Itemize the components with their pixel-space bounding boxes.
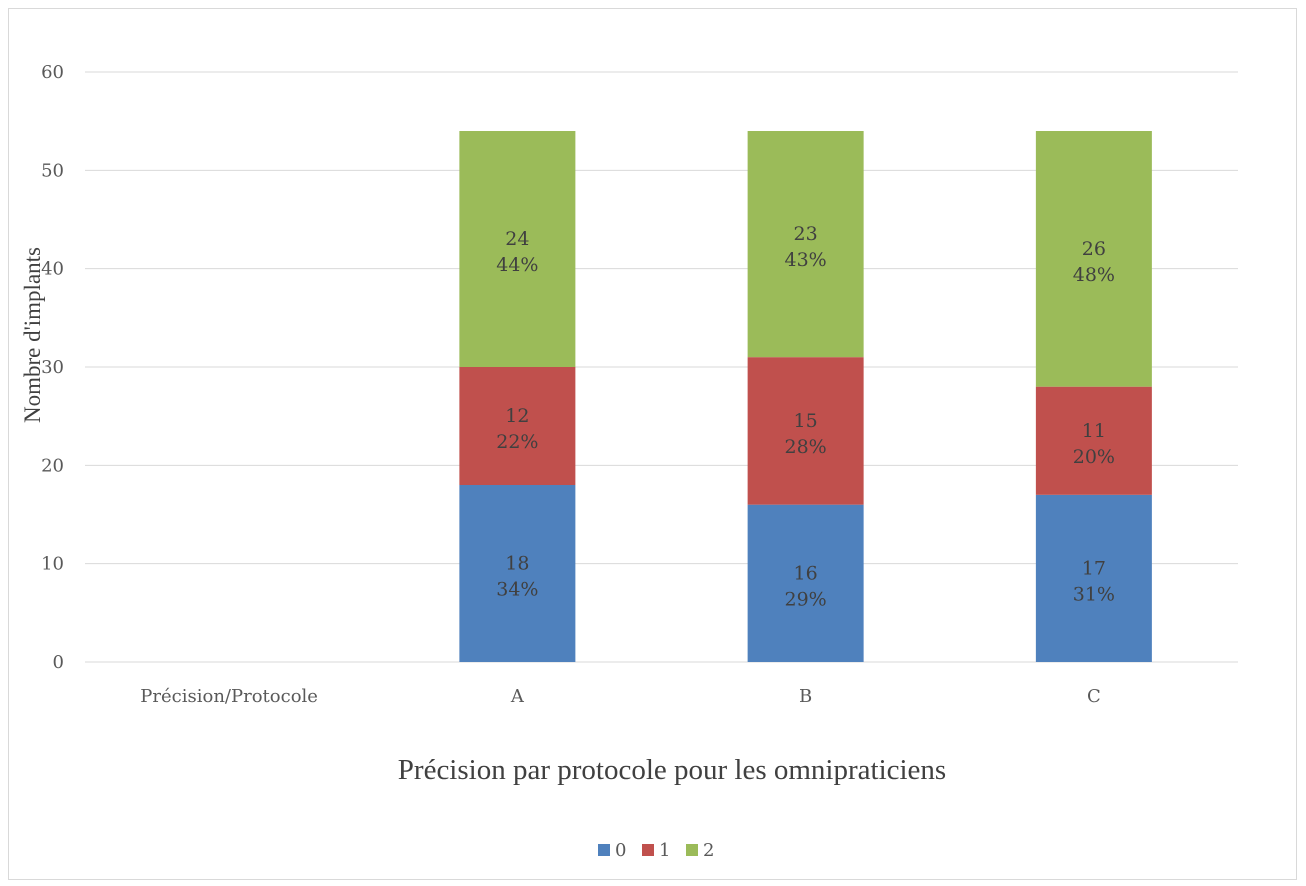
data-label-value: 11 xyxy=(1082,420,1106,442)
legend-swatch xyxy=(642,844,654,856)
data-label-percent: 29% xyxy=(785,588,827,610)
x-axis-title: Précision par protocole pour les omnipra… xyxy=(398,754,946,786)
x-tick-label: C xyxy=(1087,686,1101,707)
y-axis-title: Nombre d'implants xyxy=(20,247,45,423)
bar-segment xyxy=(1035,494,1152,662)
bars xyxy=(459,131,1152,662)
y-tick-label: 20 xyxy=(41,455,64,476)
data-label-percent: 22% xyxy=(496,431,538,453)
bar-segment xyxy=(747,504,864,662)
legend-label: 0 xyxy=(615,840,626,861)
bar-segment xyxy=(747,357,864,505)
x-tick-label: B xyxy=(799,686,812,707)
data-label-value: 23 xyxy=(794,223,818,245)
data-label-percent: 48% xyxy=(1073,264,1115,286)
data-label-value: 12 xyxy=(505,405,529,427)
data-label-percent: 34% xyxy=(496,579,538,601)
legend-label: 2 xyxy=(703,840,714,861)
data-label-percent: 20% xyxy=(1073,446,1115,468)
data-label-percent: 43% xyxy=(785,249,827,271)
bar-segment xyxy=(459,131,576,367)
bar-segment xyxy=(459,367,576,485)
data-label-percent: 44% xyxy=(496,254,538,276)
data-label-value: 15 xyxy=(794,410,818,432)
legend-swatch xyxy=(598,844,610,856)
y-tick-label: 60 xyxy=(41,62,64,83)
y-tick-label: 50 xyxy=(41,160,64,181)
data-label-value: 16 xyxy=(794,562,818,584)
x-axis-ticks: Précision/Protocole A B C xyxy=(140,686,1100,707)
x-tick-label: A xyxy=(510,686,525,707)
bar-segment xyxy=(1035,386,1152,495)
y-axis-ticks: 0 10 20 30 40 50 60 xyxy=(41,62,64,673)
bar-segment xyxy=(747,131,864,358)
bar-segment xyxy=(1035,131,1152,387)
data-label-percent: 31% xyxy=(1073,583,1115,605)
y-tick-label: 10 xyxy=(41,554,64,575)
y-tick-label: 0 xyxy=(53,652,64,673)
data-labels: 18 34% 12 22% 24 44% 16 29% 15 28% 23 43% 17 31% 11 20%… xyxy=(496,223,1115,610)
data-label-value: 26 xyxy=(1082,238,1106,260)
x-tick-label: Précision/Protocole xyxy=(140,686,318,707)
bar-segment xyxy=(459,485,576,662)
data-label-value: 17 xyxy=(1082,557,1106,579)
data-label-value: 24 xyxy=(505,228,529,250)
data-label-value: 18 xyxy=(505,553,529,575)
legend-swatch xyxy=(686,844,698,856)
y-tick-label: 40 xyxy=(41,259,64,280)
legend: 0 1 2 xyxy=(598,840,714,861)
y-tick-label: 30 xyxy=(41,357,64,378)
legend-label: 1 xyxy=(659,840,670,861)
data-label-percent: 28% xyxy=(785,436,827,458)
